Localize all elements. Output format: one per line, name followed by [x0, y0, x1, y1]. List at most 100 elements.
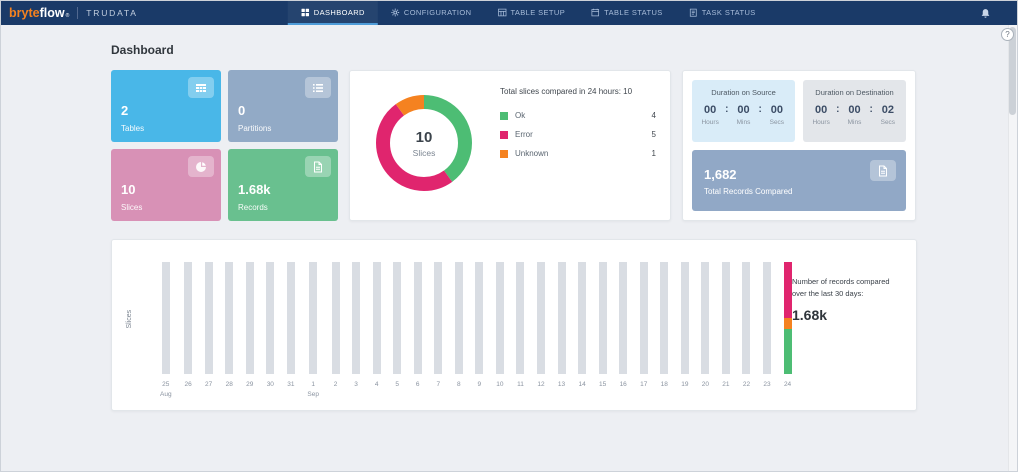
- stat-tile-value: 10: [121, 182, 136, 197]
- notifications-button[interactable]: [980, 8, 991, 19]
- time-unit-secs: 00 Secs: [767, 104, 787, 126]
- x-tick-label: 29: [246, 381, 254, 388]
- bar: [619, 262, 628, 374]
- bar: [598, 262, 607, 374]
- time-colon: :: [869, 104, 873, 115]
- bar: [352, 262, 361, 374]
- bar-column: 10: [495, 262, 504, 399]
- bar: [225, 262, 234, 374]
- content-area: Dashboard 2 Tables 0 Partitions 10 Slices 1.68…: [1, 25, 917, 411]
- records-compared-value: 1,682: [704, 167, 737, 182]
- bar-column: 2: [331, 262, 340, 399]
- legend-row-ok: Ok 4: [500, 111, 656, 120]
- nav-item-configuration[interactable]: CONFIGURATION: [378, 1, 485, 25]
- logo-flow: flow: [39, 6, 65, 20]
- bar: [495, 262, 504, 374]
- registered-mark: ®: [65, 13, 70, 19]
- time-value: 00: [737, 104, 750, 116]
- bar-column: 1 Sep: [307, 262, 319, 399]
- duration-title: Duration on Source: [711, 88, 776, 97]
- bar-segment: [598, 262, 607, 374]
- bar-column: 4: [372, 262, 381, 399]
- x-tick-label: 24: [783, 381, 792, 388]
- table-grid-icon: [188, 77, 214, 98]
- time-unit-hours: 00 Hours: [811, 104, 831, 126]
- stat-tile-value: 0: [238, 103, 246, 118]
- bar-column: 12: [537, 262, 545, 399]
- time-value: 00: [770, 104, 783, 116]
- duration-panel-source: Duration on Source 00 Hours:00 Mins:00 Secs: [692, 80, 795, 142]
- nav-item-table-setup[interactable]: TABLE SETUP: [484, 1, 578, 25]
- scrollbar-thumb[interactable]: [1009, 27, 1016, 115]
- bar-column: 18: [660, 262, 669, 399]
- slices-summary-card: 10 Slices Total slices compared in 24 ho…: [349, 70, 671, 221]
- bar-segment: [372, 262, 381, 374]
- top-navbar: bryteflow® TRUDATA DASHBOARD CONFIGURATIO…: [1, 1, 1017, 25]
- stat-tile-label: Records: [238, 203, 268, 212]
- legend-label: Unknown: [515, 149, 549, 158]
- bar-column: 6: [413, 262, 422, 399]
- brand-divider: [77, 7, 79, 19]
- time-unit-mins: 00 Mins: [734, 104, 754, 126]
- legend-swatch: [500, 111, 508, 120]
- bryteflow-logo: bryteflow®: [9, 4, 69, 22]
- brand[interactable]: bryteflow® TRUDATA: [9, 4, 138, 22]
- legend-swatch: [500, 149, 508, 158]
- time-value: 00: [848, 104, 861, 116]
- table-icon: [497, 8, 507, 17]
- bar-segment: [434, 262, 443, 374]
- time-row: 00 Hours:00 Mins:02 Secs: [803, 104, 906, 126]
- bar-segment: [742, 262, 751, 374]
- chart-annotation-value: 1.68k: [792, 307, 828, 324]
- bar: [578, 262, 587, 374]
- bar-segment: [204, 262, 213, 374]
- duration-title: Duration on Destination: [815, 88, 894, 97]
- bar-segment: [475, 262, 484, 374]
- bar-segment: [557, 262, 566, 374]
- x-tick-label: 22: [742, 381, 751, 388]
- bar-column: 21: [721, 262, 730, 399]
- bar-column: 8: [454, 262, 463, 399]
- time-unit-label: Secs: [880, 119, 896, 126]
- time-value: 02: [881, 104, 894, 116]
- stat-tiles: 2 Tables 0 Partitions 10 Slices 1.68k Records: [111, 70, 338, 221]
- bar-column: 14: [578, 262, 587, 399]
- top-row: 2 Tables 0 Partitions 10 Slices 1.68k Records 1…: [111, 70, 917, 221]
- bar-column: 15: [598, 262, 607, 399]
- time-unit-label: Secs: [769, 119, 785, 126]
- records-bar-chart-card: Slices 25 Aug 26 27 28 29 30 31 1 Sep 2 3 4 5 6 7 8 9 10 11…: [111, 239, 917, 411]
- nav-item-task-status[interactable]: TASK STATUS: [676, 1, 769, 25]
- x-tick-label: 30: [266, 381, 274, 388]
- stat-tile-partitions: 0 Partitions: [228, 70, 338, 142]
- x-tick-label: 16: [619, 381, 627, 388]
- time-value: 00: [704, 104, 717, 116]
- bar-column: 25 Aug: [160, 262, 172, 399]
- nav-item-label: CONFIGURATION: [403, 7, 472, 17]
- file-icon: [305, 156, 331, 177]
- nav-item-label: TABLE SETUP: [510, 7, 566, 17]
- bar-segment: [639, 262, 648, 374]
- x-tick-label: 26: [184, 381, 192, 388]
- help-button[interactable]: ?: [1001, 28, 1014, 41]
- duration-panel-destination: Duration on Destination 00 Hours:00 Mins:02…: [803, 80, 906, 142]
- legend-rows: Ok 4 Error 5 Unknown 1: [500, 111, 656, 158]
- x-tick-label: 14: [578, 381, 586, 388]
- bar: [454, 262, 463, 374]
- bar: [701, 262, 710, 374]
- x-tick-label: 2: [333, 381, 338, 388]
- scrollbar-track[interactable]: [1008, 25, 1017, 471]
- bar: [245, 262, 254, 374]
- x-tick-label: 9: [477, 381, 482, 388]
- nav-item-table-status[interactable]: TABLE STATUS: [578, 1, 676, 25]
- month-label: Sep: [307, 391, 319, 398]
- bar-segment: [266, 262, 275, 374]
- x-tick-label: 3: [354, 381, 358, 388]
- dashboard-icon: [301, 8, 310, 17]
- nav-item-dashboard[interactable]: DASHBOARD: [287, 1, 378, 25]
- bar: [742, 262, 751, 374]
- bar-column: 30: [266, 262, 275, 399]
- bar: [413, 262, 422, 374]
- x-tick-label: 17: [640, 381, 648, 388]
- x-tick-label: 21: [722, 381, 730, 388]
- bar: [537, 262, 545, 374]
